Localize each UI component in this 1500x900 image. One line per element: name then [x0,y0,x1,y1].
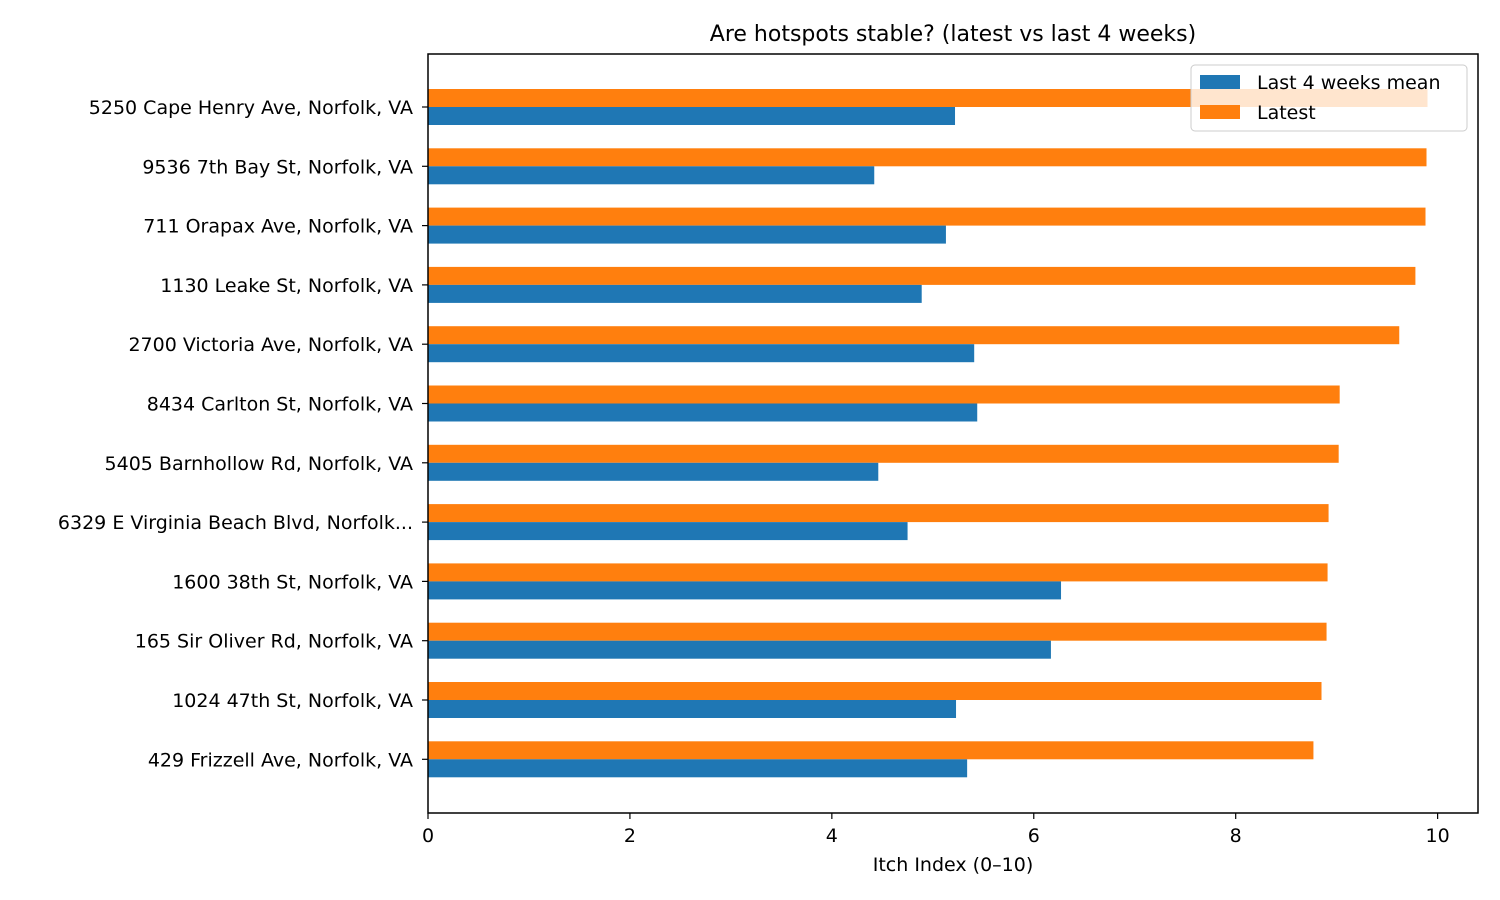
x-axis-ticks: 0 2 4 6 8 10 [422,813,1450,847]
y-tick-label: 5250 Cape Henry Ave, Norfolk, VA [89,97,413,119]
legend-label-last-4-weeks: Last 4 weeks mean [1257,72,1441,94]
bar-last-4-weeks-mean [428,759,968,778]
y-tick-label: 165 Sir Oliver Rd, Norfolk, VA [135,631,413,653]
bar-latest [428,504,1329,523]
plot-frame [427,53,1479,814]
bar-last-4-weeks-mean [428,403,978,422]
legend: Last 4 weeks mean Latest [1190,64,1468,132]
bar-last-4-weeks-mean [428,344,975,363]
y-tick-label: 9536 7th Bay St, Norfolk, VA [142,156,413,178]
bar-latest [428,207,1426,226]
x-tick-label: 10 [1426,825,1450,847]
bar-latest [428,266,1416,285]
y-axis-ticks: 5250 Cape Henry Ave, Norfolk, VA 9536 7th… [58,97,428,771]
x-tick-label: 4 [826,825,838,847]
y-tick-label: 5405 Barnhollow Rd, Norfolk, VA [105,453,413,475]
x-tick-label: 2 [624,825,636,847]
x-tick-label: 0 [422,825,434,847]
bar-last-4-weeks-mean [428,284,922,303]
legend-box [1190,64,1468,132]
bar-latest [428,89,1428,107]
bar-last-4-weeks-mean [428,166,875,185]
bar-latest [428,385,1340,404]
bar-last-4-weeks-mean [428,581,1062,600]
bar-latest [428,622,1327,641]
bar-latest [428,741,1314,760]
x-tick-label: 8 [1230,825,1242,847]
legend-swatch-last-4-weeks [1200,75,1240,89]
bar-last-4-weeks-mean [428,225,946,244]
y-tick-label: 429 Frizzell Ave, Norfolk, VA [148,749,413,771]
bars-group [428,89,1428,778]
bar-last-4-weeks-mean [428,107,956,125]
y-tick-label: 1024 47th St, Norfolk, VA [172,690,413,712]
x-tick-label: 6 [1028,825,1040,847]
y-tick-label: 711 Orapax Ave, Norfolk, VA [143,216,413,238]
x-axis-label: Itch Index (0–10) [873,854,1034,876]
bar-latest [428,326,1400,345]
bar-latest [428,444,1339,463]
bar-last-4-weeks-mean [428,462,879,481]
bar-last-4-weeks-mean [428,522,908,541]
bar-latest [428,682,1322,700]
y-tick-label: 1130 Leake St, Norfolk, VA [160,275,413,297]
y-tick-label: 2700 Victoria Ave, Norfolk, VA [128,334,413,356]
y-tick-label: 1600 38th St, Norfolk, VA [172,571,413,593]
bar-last-4-weeks-mean [428,640,1051,659]
y-tick-label: 8434 Carlton St, Norfolk, VA [147,394,413,416]
legend-swatch-latest [1200,105,1240,119]
y-tick-label: 6329 E Virginia Beach Blvd, Norfolk... [58,512,413,534]
bar-latest [428,563,1328,582]
chart-title: Are hotspots stable? (latest vs last 4 w… [710,22,1196,47]
legend-label-latest: Latest [1257,102,1316,124]
bar-latest [428,148,1427,167]
bar-last-4-weeks-mean [428,700,957,718]
